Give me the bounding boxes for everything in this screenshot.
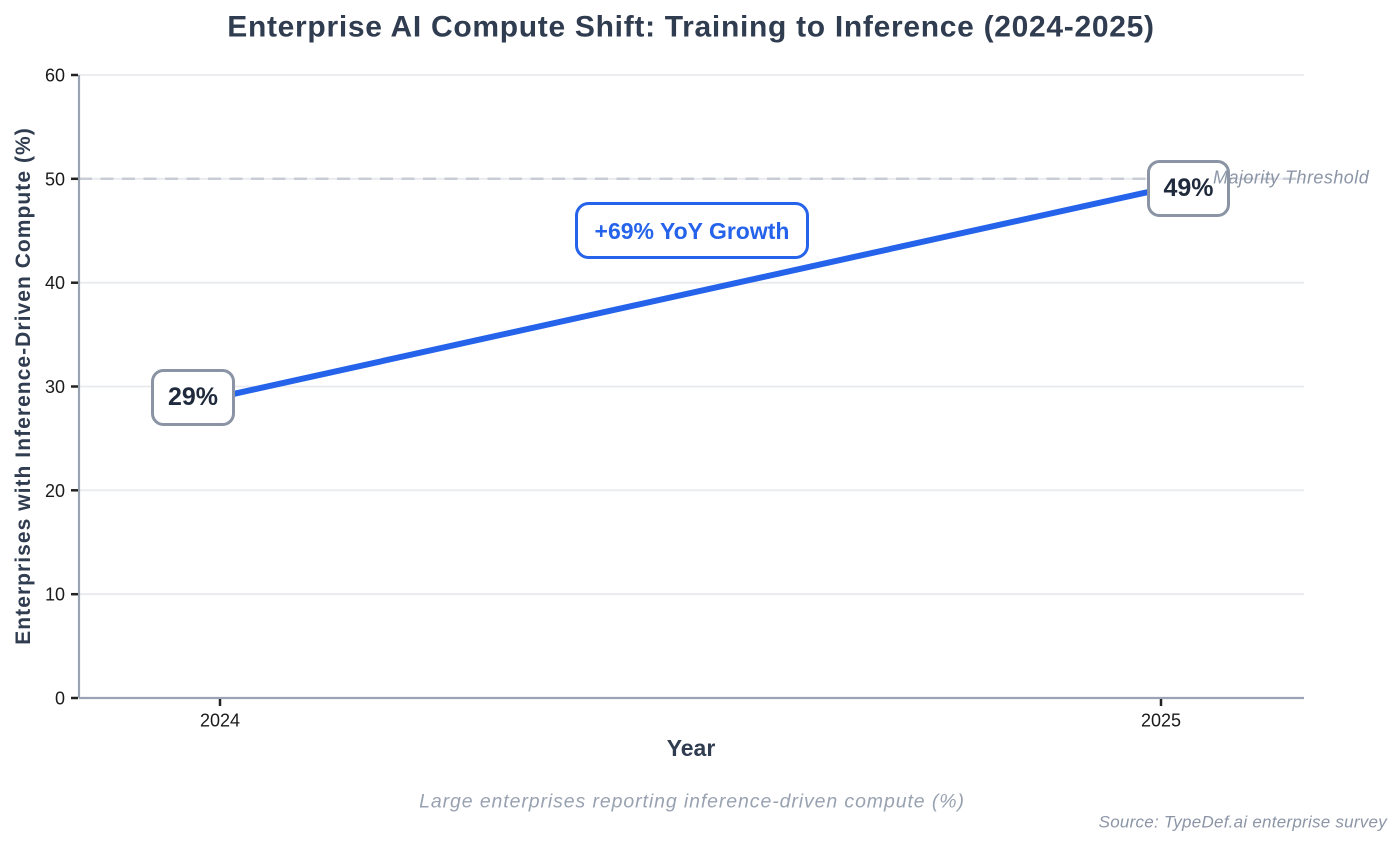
svg-text:2025: 2025 xyxy=(1141,711,1181,731)
svg-text:10: 10 xyxy=(45,585,65,605)
svg-text:20: 20 xyxy=(45,481,65,501)
svg-text:60: 60 xyxy=(45,66,65,86)
svg-text:0: 0 xyxy=(55,689,65,709)
svg-text:Source: TypeDef.ai enterprise: Source: TypeDef.ai enterprise survey xyxy=(1099,813,1389,832)
svg-text:50: 50 xyxy=(45,169,65,189)
svg-text:Enterprises with Inference-Dri: Enterprises with Inference-Driven Comput… xyxy=(12,127,35,645)
svg-text:30: 30 xyxy=(45,377,65,397)
svg-text:+69% YoY Growth: +69% YoY Growth xyxy=(595,218,790,244)
svg-text:49%: 49% xyxy=(1163,174,1213,202)
svg-text:Year: Year xyxy=(667,735,716,761)
svg-text:2024: 2024 xyxy=(200,711,240,731)
svg-text:Enterprise AI Compute Shift: T: Enterprise AI Compute Shift: Training to… xyxy=(227,11,1154,44)
svg-text:29%: 29% xyxy=(168,383,218,411)
svg-text:40: 40 xyxy=(45,273,65,293)
svg-text:Large enterprises reporting in: Large enterprises reporting inference-dr… xyxy=(419,791,965,813)
svg-text:Majority Threshold: Majority Threshold xyxy=(1213,168,1370,188)
